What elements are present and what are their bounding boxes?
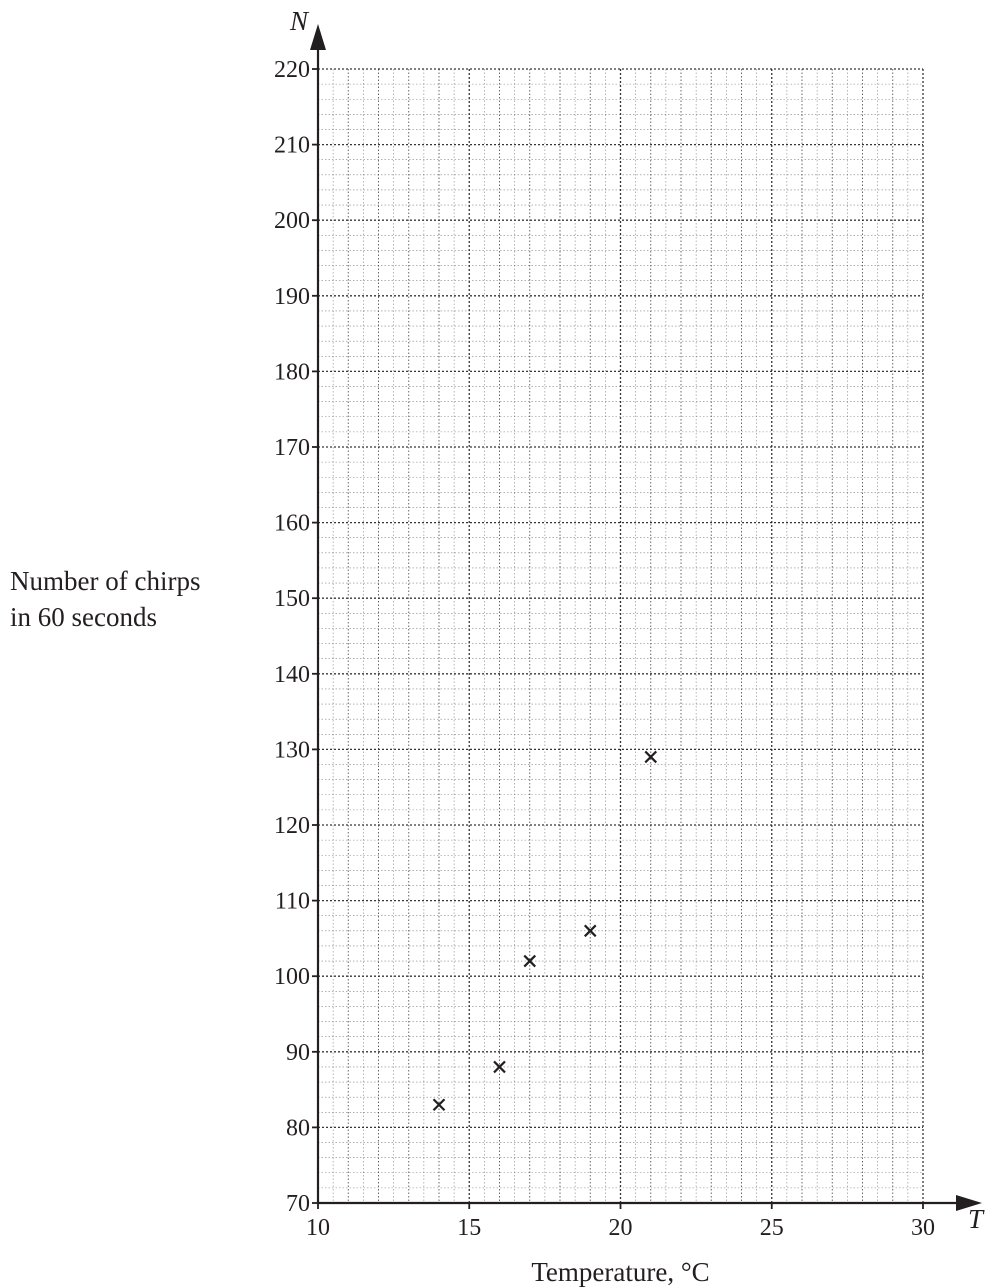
y-tick-label: 70 (286, 1191, 310, 1217)
data-points (432, 750, 658, 1111)
data-point (583, 924, 597, 938)
data-point (493, 1060, 506, 1074)
data-point-stroke (523, 954, 537, 968)
x-tick-label: 20 (609, 1215, 633, 1241)
x-tick-label: 10 (306, 1215, 330, 1241)
y-axis-label-line-2: in 60 seconds (10, 602, 157, 632)
y-tick-label: 160 (274, 511, 310, 537)
x-axis-arrow (956, 1195, 982, 1211)
y-tick-label: 100 (274, 964, 310, 990)
x-axis-label: Temperature, °C (531, 1257, 709, 1287)
x-tick-label: 25 (760, 1215, 784, 1241)
y-tick-label: 110 (275, 889, 310, 915)
y-tick-label: 220 (274, 57, 310, 83)
y-axis-label-line-1: Number of chirps (10, 566, 201, 596)
y-axis-arrow (310, 24, 326, 50)
y-tick-label: 140 (274, 662, 310, 688)
y-tick-label: 170 (274, 435, 310, 461)
y-tick-label: 90 (286, 1040, 310, 1066)
data-point (432, 1098, 446, 1111)
y-tick-label: 210 (274, 133, 310, 159)
y-tick-label: 120 (274, 813, 310, 839)
x-tick-label: 15 (457, 1215, 481, 1241)
chart-axes (310, 24, 982, 1211)
data-point (523, 954, 537, 968)
chart-grid (318, 68, 924, 1203)
y-tick-label: 150 (274, 586, 310, 612)
y-axis-letter: N (289, 6, 310, 36)
data-point-stroke (432, 1098, 446, 1111)
x-axis-letter: T (968, 1204, 985, 1234)
data-point-stroke (493, 1060, 506, 1074)
y-tick-label: 190 (274, 284, 310, 310)
y-tick-label: 80 (286, 1115, 310, 1141)
y-tick-label: 200 (274, 208, 310, 234)
data-point-stroke (583, 924, 597, 938)
y-tick-label: 180 (274, 359, 310, 385)
data-point-stroke (644, 750, 658, 764)
tick-labels: 70 80 90 100 110 120 130 140 150 160 170 180 190 200 2… (274, 57, 935, 1241)
data-point (644, 750, 658, 764)
y-tick-label: 130 (274, 737, 310, 763)
x-tick-label: 30 (911, 1215, 935, 1241)
